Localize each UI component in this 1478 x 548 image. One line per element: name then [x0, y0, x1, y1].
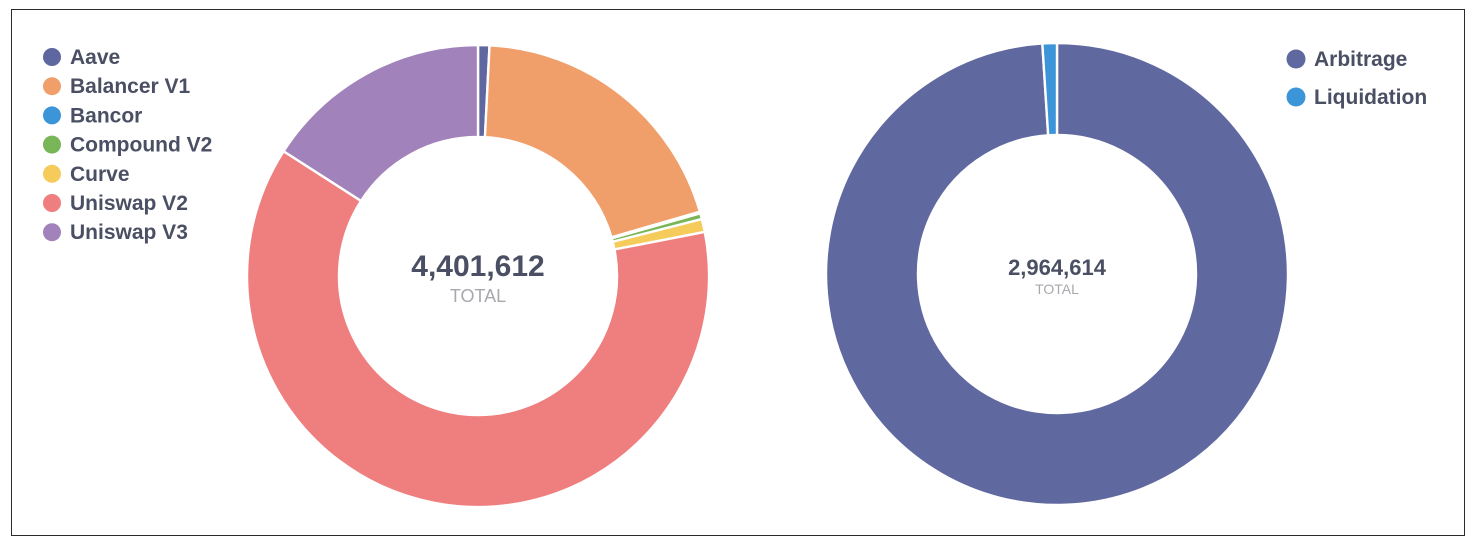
legend-item-arbitrage[interactable]: Arbitrage — [1286, 48, 1408, 71]
legend-label: Compound V2 — [70, 134, 212, 157]
legend-swatch — [43, 77, 61, 96]
legend-swatch — [43, 135, 61, 154]
legend-item-bancor[interactable]: Bancor — [43, 104, 142, 127]
legend-swatch — [1286, 49, 1306, 69]
legend-item-uniswap-v3[interactable]: Uniswap V3 — [43, 221, 188, 244]
legend-protocols: Aave Balancer V1 Bancor Compound V2 Curve Uni… — [43, 46, 212, 244]
total-label: TOTAL — [1035, 281, 1079, 297]
legend-label: Bancor — [70, 104, 142, 127]
legend-swatch — [43, 106, 61, 125]
legend-swatch — [43, 194, 61, 212]
legend-item-curve[interactable]: Curve — [43, 163, 130, 186]
legend-item-uniswap-v2[interactable]: Uniswap V2 — [43, 192, 188, 215]
legend-swatch — [43, 223, 61, 242]
legend-label: Aave — [70, 46, 120, 69]
total-value: 2,964,614 — [1008, 255, 1107, 280]
legend-types: Arbitrage Liquidation — [1286, 48, 1428, 109]
legend-swatch — [1286, 87, 1306, 107]
legend-item-aave[interactable]: Aave — [43, 46, 120, 69]
donut-chart-protocols — [245, 43, 711, 509]
legend-item-balancer-v1[interactable]: Balancer V1 — [43, 75, 191, 98]
legend-label: Uniswap V2 — [70, 192, 188, 215]
legend-label: Arbitrage — [1314, 48, 1407, 71]
legend-swatch — [43, 48, 61, 66]
legend-label: Liquidation — [1314, 86, 1427, 109]
slice-arbitrage[interactable] — [824, 41, 1290, 507]
slice-balancer-v1[interactable] — [483, 44, 702, 239]
donut-chart-types — [824, 41, 1290, 507]
total-value: 4,401,612 — [411, 250, 544, 283]
legend-swatch — [43, 164, 61, 183]
slice-liquidation[interactable] — [1041, 41, 1059, 137]
total-label: TOTAL — [450, 286, 506, 306]
legend-item-liquidation[interactable]: Liquidation — [1286, 86, 1428, 109]
slice-uniswap-v3[interactable] — [281, 43, 480, 203]
legend-label: Uniswap V3 — [70, 221, 188, 244]
legend-item-compound-v2[interactable]: Compound V2 — [43, 134, 212, 157]
legend-label: Balancer V1 — [70, 75, 191, 98]
legend-label: Curve — [70, 163, 130, 186]
slice-uniswap-v2[interactable] — [245, 149, 711, 509]
